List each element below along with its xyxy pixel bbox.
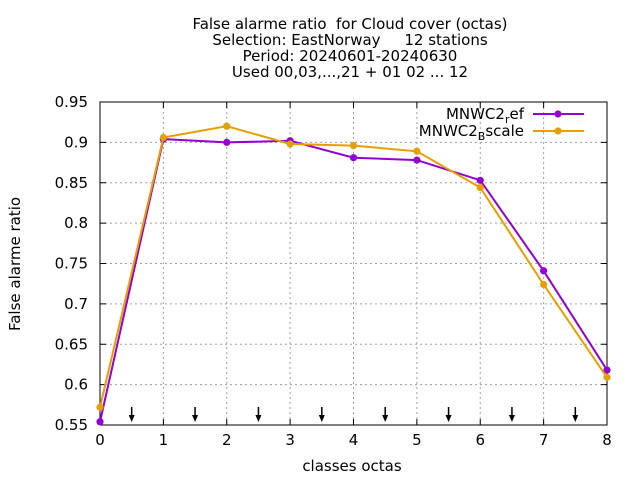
arrow-head bbox=[382, 415, 389, 422]
x-tick-label: 6 bbox=[475, 431, 485, 449]
series-lines bbox=[96, 122, 611, 426]
arrow-markers bbox=[128, 407, 579, 422]
data-point bbox=[413, 156, 421, 164]
y-tick-label: 0.8 bbox=[64, 214, 88, 232]
data-point bbox=[349, 142, 358, 150]
data-point bbox=[540, 280, 548, 289]
title-line-3: Period: 20240601-20240630 bbox=[242, 47, 458, 65]
y-tick-label: 0.7 bbox=[64, 295, 88, 313]
data-point bbox=[96, 403, 104, 411]
title-line-2: Selection: EastNorway 12 stations bbox=[212, 31, 488, 49]
data-point bbox=[349, 154, 358, 162]
y-tick-label: 0.9 bbox=[64, 133, 88, 151]
arrow-head bbox=[192, 415, 199, 422]
x-tick-label: 3 bbox=[285, 431, 295, 449]
y-axis-label: False alarme ratio bbox=[6, 197, 24, 331]
y-tick-labels: 0.55 0.6 0.65 0.7 0.75 0.8 0.85 0.9 0.95 bbox=[55, 93, 88, 434]
y-tick-label: 0.95 bbox=[55, 93, 88, 111]
series-line bbox=[99, 138, 608, 423]
data-point bbox=[476, 176, 484, 184]
arrow-head bbox=[128, 415, 135, 422]
y-tick-label: 0.65 bbox=[55, 335, 88, 353]
legend-marker bbox=[554, 110, 562, 118]
title-line-1: False alarme ratio for Cloud cover (octa… bbox=[192, 15, 508, 33]
x-tick-label: 5 bbox=[412, 431, 422, 449]
grid bbox=[100, 102, 607, 425]
arrow-head bbox=[508, 415, 515, 422]
arrow-head bbox=[255, 415, 262, 422]
x-axis-label: classes octas bbox=[302, 457, 402, 475]
data-point bbox=[159, 133, 167, 142]
data-point bbox=[476, 183, 484, 192]
chart-title: False alarme ratio for Cloud cover (octa… bbox=[160, 16, 540, 80]
data-point bbox=[223, 138, 231, 146]
data-point bbox=[223, 122, 231, 130]
x-tick-label: 4 bbox=[349, 431, 359, 449]
data-point bbox=[413, 147, 421, 155]
data-point bbox=[540, 267, 548, 275]
legend-label-2: MNWC2Bscale bbox=[419, 122, 524, 143]
x-tick-label: 2 bbox=[222, 431, 232, 449]
arrow-head bbox=[445, 415, 452, 422]
y-tick-label: 0.6 bbox=[64, 376, 88, 394]
x-tick-label: 0 bbox=[95, 431, 105, 449]
legend: MNWC2ref MNWC2Bscale bbox=[419, 105, 584, 143]
x-tick-label: 8 bbox=[602, 431, 612, 449]
x-tick-labels: 0 1 2 3 4 5 6 7 8 bbox=[95, 431, 612, 449]
data-point bbox=[603, 373, 611, 381]
y-tick-label: 0.55 bbox=[55, 416, 88, 434]
data-point bbox=[96, 418, 104, 426]
arrow-head bbox=[572, 415, 579, 422]
legend-label-1: MNWC2ref bbox=[446, 105, 525, 126]
arrow-head bbox=[318, 415, 325, 422]
legend-samples bbox=[533, 110, 584, 135]
x-tick-label: 1 bbox=[159, 431, 169, 449]
y-tick-label: 0.85 bbox=[55, 174, 88, 192]
data-point bbox=[286, 140, 294, 148]
x-tick-label: 7 bbox=[539, 431, 549, 449]
title-line-4: Used 00,03,...,21 + 01 02 ... 12 bbox=[231, 63, 469, 81]
data-point bbox=[603, 366, 611, 374]
legend-marker bbox=[554, 127, 562, 135]
y-tick-label: 0.75 bbox=[55, 255, 88, 273]
